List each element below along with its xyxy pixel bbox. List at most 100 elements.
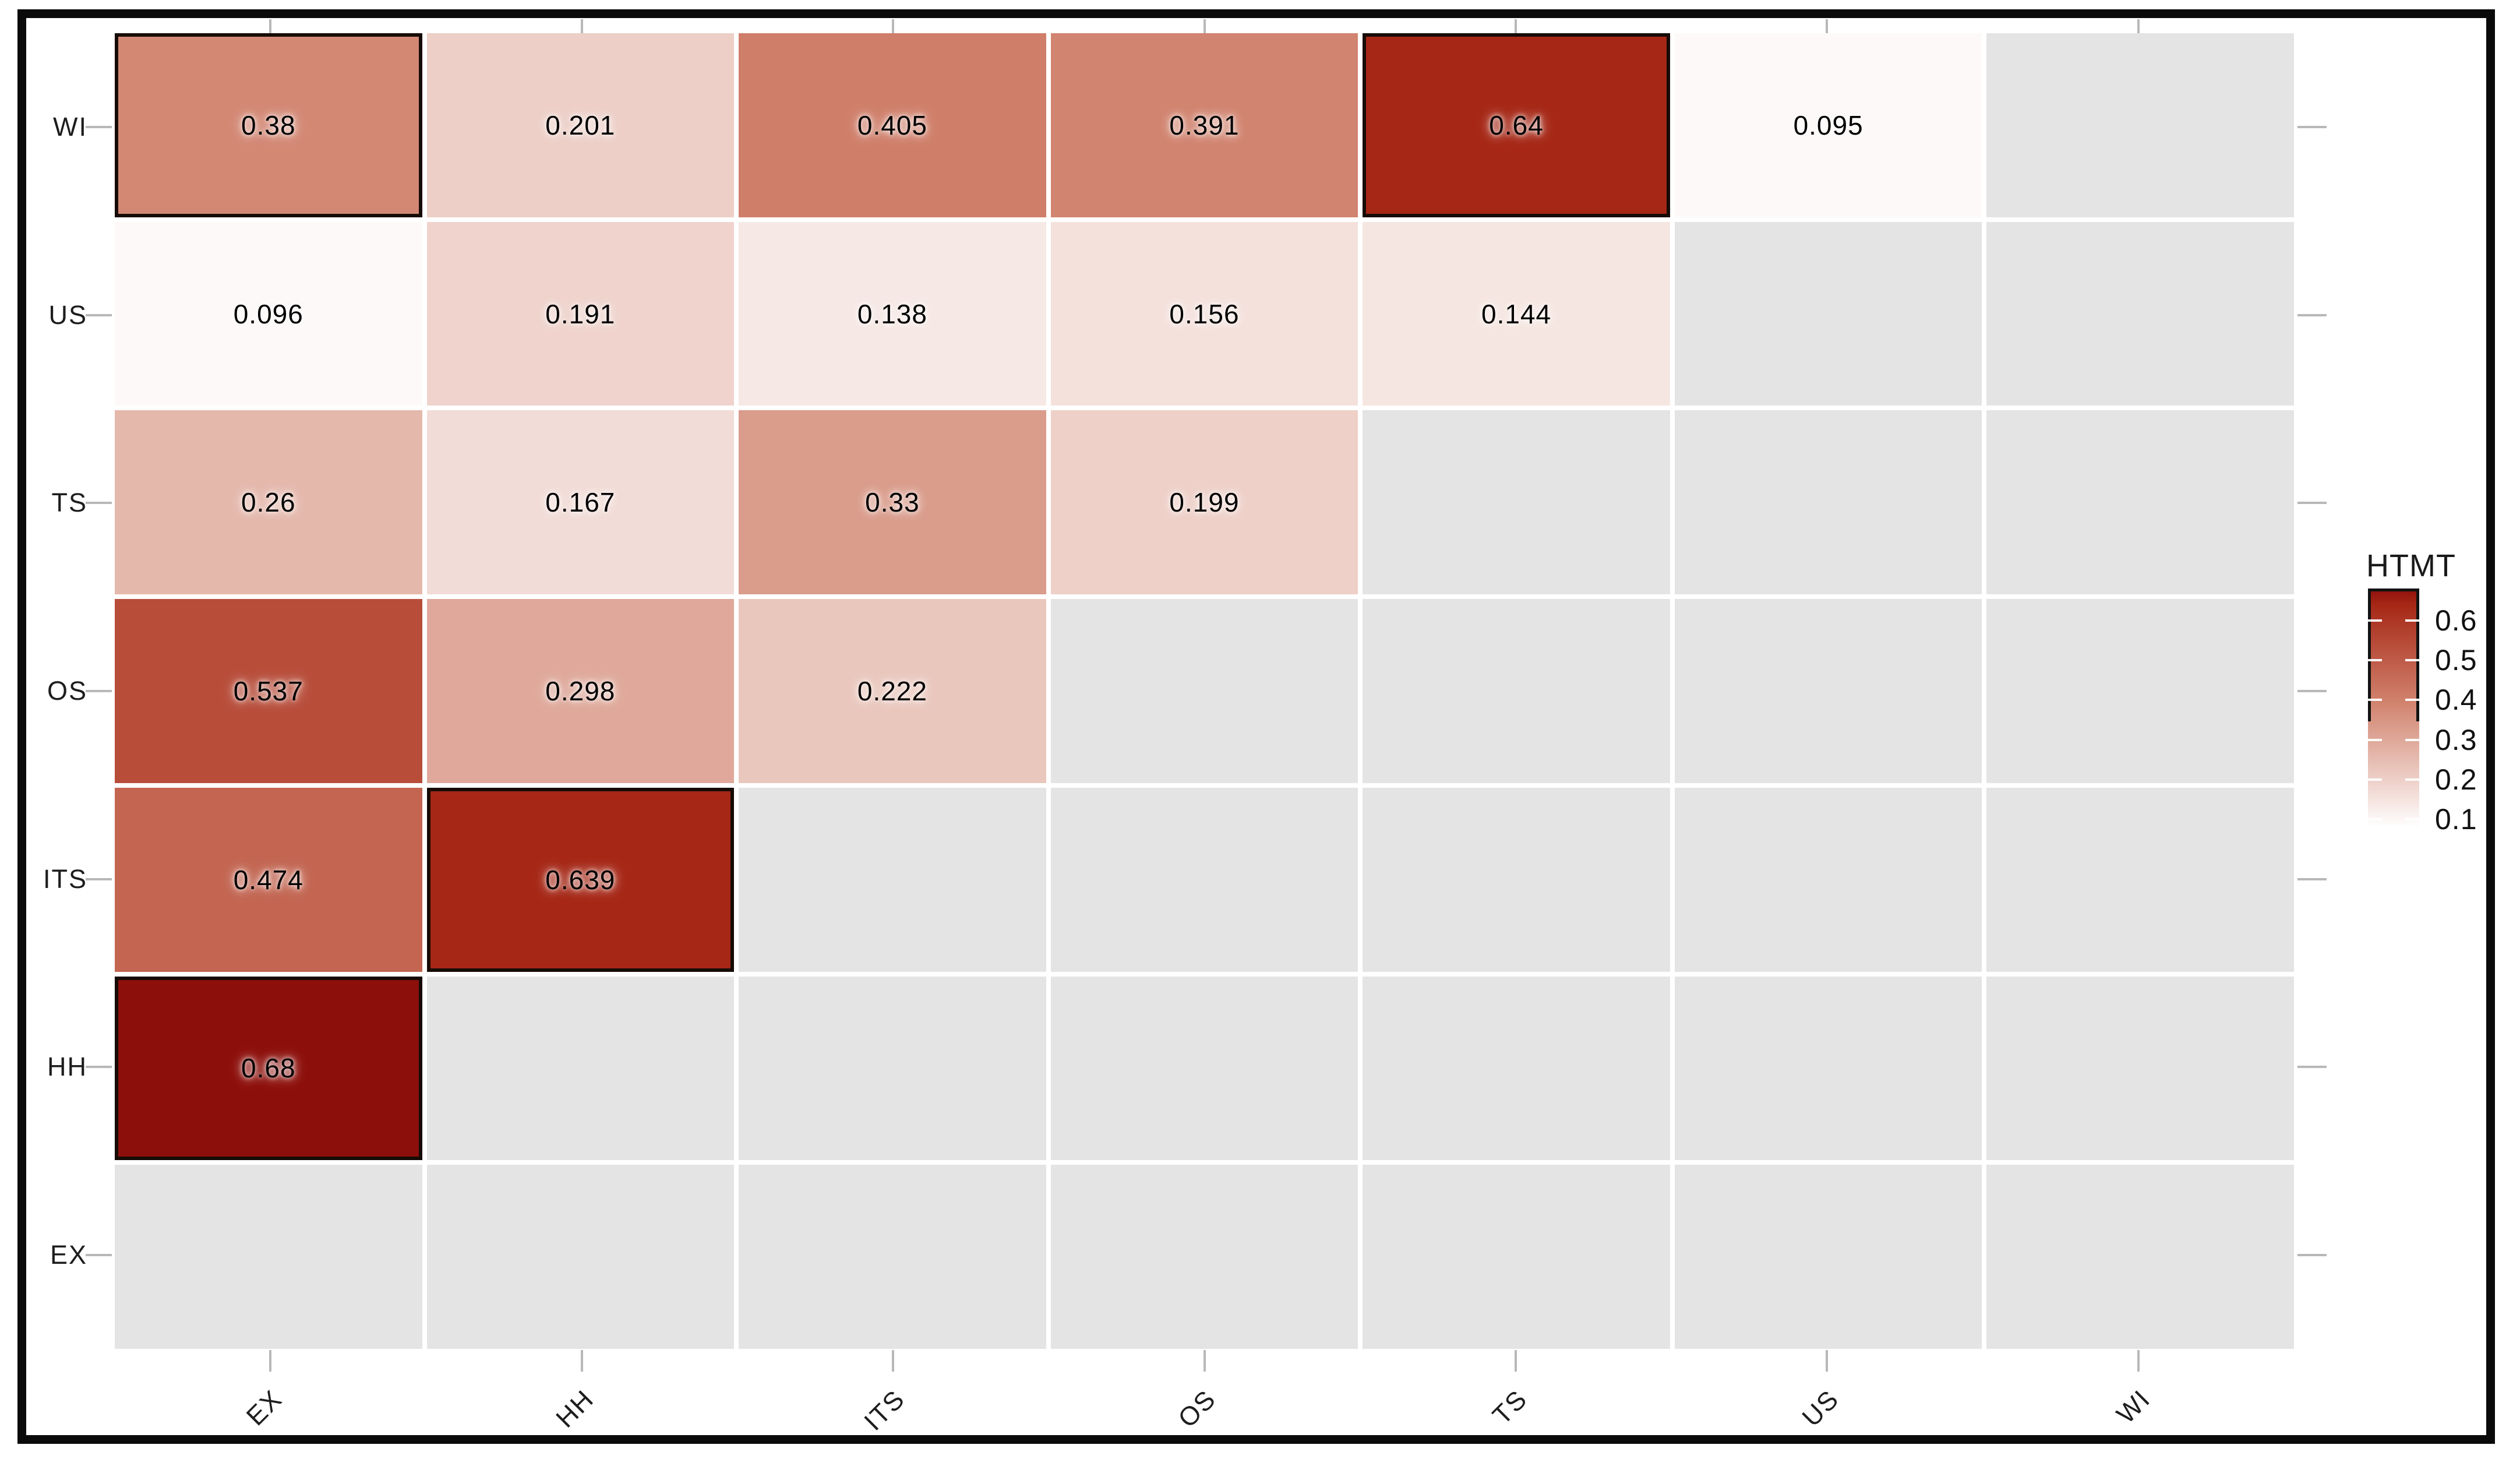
x-axis-tick-bottom	[1826, 1350, 1829, 1372]
cell-value-label: 0.144	[1481, 298, 1552, 329]
heatmap-cell: 0.191	[426, 221, 735, 406]
heatmap-cell: 0.391	[1050, 33, 1358, 217]
y-axis-tick-left	[86, 502, 112, 505]
legend-tick-mark	[2405, 738, 2419, 741]
x-axis-tick-top	[2137, 19, 2140, 33]
y-axis-label-ex: EX	[50, 1239, 87, 1270]
heatmap-cell	[1986, 1165, 2294, 1349]
heatmap-cell: 0.68	[115, 976, 422, 1161]
heatmap-cell	[739, 1165, 1046, 1349]
heatmap-cell: 0.095	[1674, 33, 1982, 217]
x-axis-label-ex: EX	[240, 1384, 288, 1432]
x-axis-tick-bottom	[1514, 1350, 1517, 1372]
cell-value-label: 0.191	[545, 298, 616, 329]
y-axis-tick-left	[86, 313, 112, 316]
heatmap-cell	[1986, 787, 2294, 972]
y-axis-label-wi: WI	[53, 112, 87, 142]
y-axis-tick-right	[2297, 313, 2327, 316]
y-axis-tick-left	[86, 877, 112, 880]
cell-value-label: 0.474	[233, 864, 303, 895]
y-axis-tick-right	[2297, 690, 2327, 692]
y-axis-tick-right	[2297, 126, 2327, 129]
legend-tick-label: 0.6	[2435, 604, 2477, 637]
heatmap-cell	[426, 976, 735, 1161]
heatmap-cell	[1674, 410, 1982, 595]
x-axis-tick-top	[580, 19, 583, 33]
x-axis-tick-bottom	[1203, 1350, 1206, 1372]
x-axis-label-os: OS	[1172, 1384, 1222, 1433]
heatmap-cell	[1050, 976, 1358, 1161]
legend-tick-label: 0.2	[2435, 763, 2477, 796]
cell-value-label: 0.201	[545, 110, 616, 140]
x-axis-label-wi: WI	[2110, 1384, 2156, 1429]
heatmap-cell: 0.222	[739, 599, 1046, 783]
cell-value-label: 0.391	[1169, 110, 1240, 140]
y-axis-label-its: ITS	[43, 864, 87, 894]
heatmap-cell	[739, 787, 1046, 972]
heatmap-cell: 0.167	[426, 410, 735, 595]
y-axis-tick-right	[2297, 877, 2327, 880]
legend-tick-mark	[2368, 738, 2382, 741]
heatmap-cell: 0.405	[739, 33, 1046, 217]
legend-tick-mark	[2405, 619, 2419, 622]
heatmap-cell	[1674, 976, 1982, 1161]
legend-tick-mark	[2368, 778, 2382, 781]
cell-value-label: 0.156	[1169, 298, 1240, 329]
cell-value-label: 0.405	[857, 110, 927, 140]
y-axis-tick-left	[86, 1253, 112, 1256]
cell-value-label: 0.537	[233, 675, 303, 706]
heatmap-cell: 0.38	[115, 33, 422, 217]
heatmap-cell	[1986, 599, 2294, 783]
heatmap-cell: 0.144	[1363, 221, 1670, 406]
heatmap-cell	[115, 1165, 422, 1349]
legend-tick-mark	[2405, 699, 2419, 702]
y-axis-label-hh: HH	[47, 1052, 87, 1082]
heatmap-cell	[1050, 787, 1358, 972]
heatmap-cell	[1986, 976, 2294, 1161]
y-axis-label-ts: TS	[51, 488, 87, 518]
x-axis-tick-top	[1203, 19, 1206, 33]
cell-value-label: 0.222	[857, 675, 927, 706]
heatmap-cell	[1986, 410, 2294, 595]
y-axis-tick-right	[2297, 1253, 2327, 1256]
y-axis-tick-left	[86, 126, 112, 129]
cell-value-label: 0.167	[545, 487, 616, 518]
cell-value-label: 0.096	[233, 298, 303, 329]
heatmap-cell	[1674, 1165, 1982, 1349]
x-axis-label-hh: HH	[549, 1384, 599, 1433]
heatmap-cell: 0.156	[1050, 221, 1358, 406]
heatmap-cell: 0.64	[1363, 33, 1670, 217]
cell-value-label: 0.26	[241, 487, 296, 518]
cell-value-label: 0.38	[241, 110, 296, 140]
x-axis-tick-top	[1826, 19, 1829, 33]
y-axis-tick-left	[86, 1066, 112, 1069]
heatmap-grid: 0.38 0.201 0.405 0.391 0.64 0.095 0.096 0.191 0.…	[115, 33, 2294, 1349]
heatmap-cell	[1050, 1165, 1358, 1349]
y-axis-tick-right	[2297, 1066, 2327, 1069]
heatmap-cell: 0.639	[426, 787, 735, 972]
legend-tick-label: 0.1	[2435, 803, 2477, 836]
cell-value-label: 0.68	[241, 1053, 296, 1084]
heatmap-cell: 0.537	[115, 599, 422, 783]
y-axis-tick-right	[2297, 502, 2327, 505]
y-axis-tick-left	[86, 690, 112, 692]
x-axis-label-us: US	[1796, 1384, 1845, 1433]
heatmap-cell	[1363, 1165, 1670, 1349]
heatmap-cell	[1674, 599, 1982, 783]
heatmap-cell: 0.201	[426, 33, 735, 217]
cell-value-label: 0.639	[545, 864, 616, 895]
legend-tick-mark	[2368, 699, 2382, 702]
legend-tick-label: 0.5	[2435, 643, 2477, 676]
legend-tick-mark	[2405, 778, 2419, 781]
heatmap-cell: 0.474	[115, 787, 422, 972]
x-axis-tick-bottom	[2137, 1350, 2140, 1372]
cell-value-label: 0.199	[1169, 487, 1240, 518]
heatmap-cell: 0.33	[739, 410, 1046, 595]
cell-value-label: 0.298	[545, 675, 616, 706]
y-axis-label-os: OS	[47, 676, 87, 706]
x-axis-label-ts: TS	[1487, 1384, 1533, 1430]
heatmap-cell	[1674, 221, 1982, 406]
heatmap-cell: 0.138	[739, 221, 1046, 406]
heatmap-cell	[1050, 599, 1358, 783]
